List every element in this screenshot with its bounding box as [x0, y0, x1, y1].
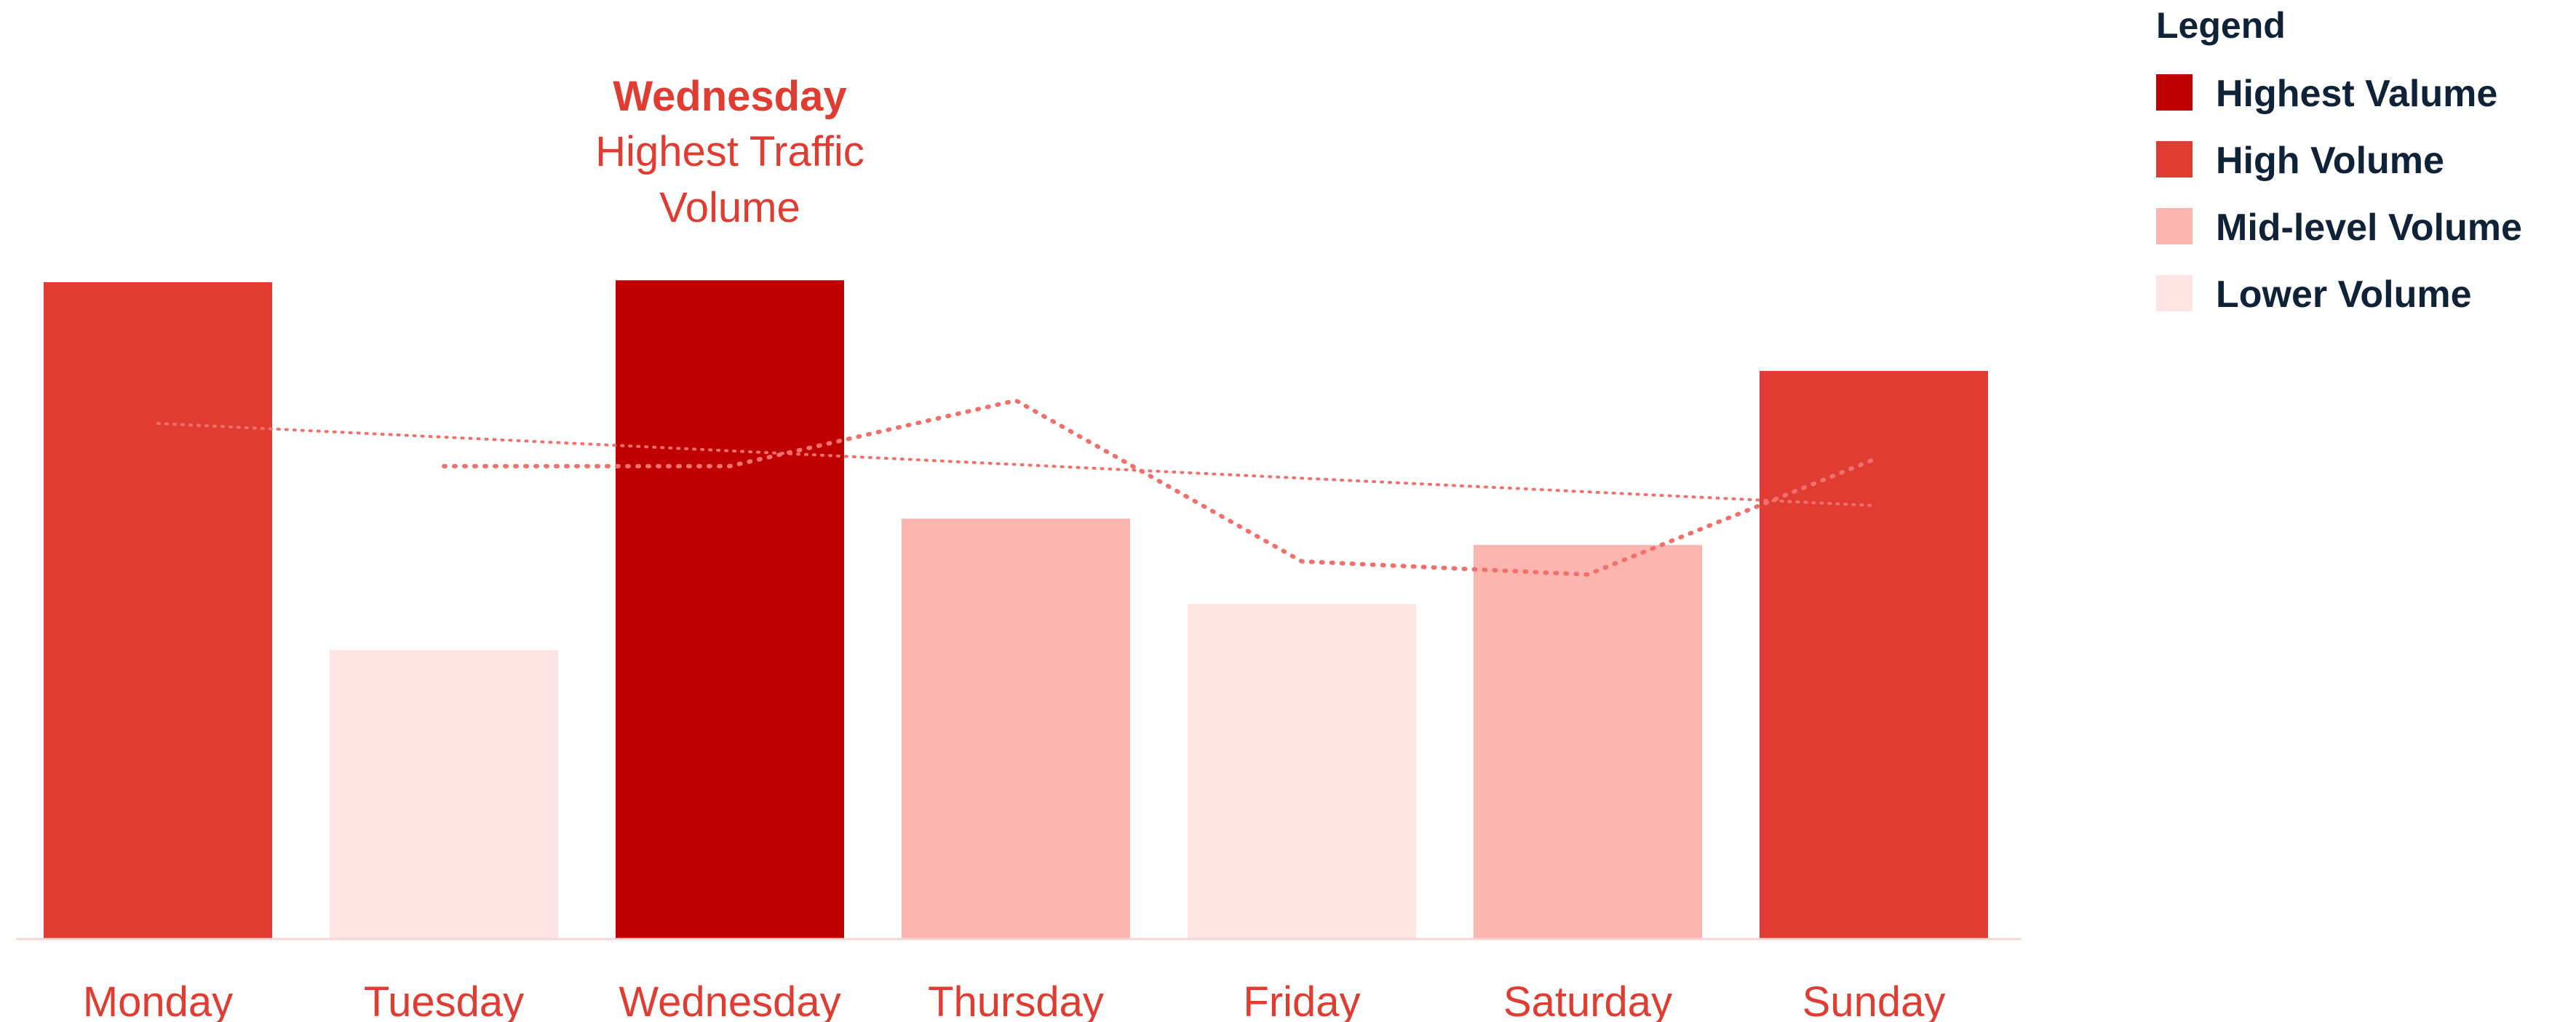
wednesday-annotation: Wednesday Highest Traffic Volume: [595, 73, 864, 231]
category-label-saturday: Saturday: [1503, 978, 1672, 1022]
legend-label-high: High Volume: [2216, 140, 2444, 182]
bar-monday: [44, 282, 272, 939]
bar-tuesday: [330, 650, 558, 939]
category-labels: Monday Tuesday Wednesday Thursday Friday Satu…: [83, 978, 1946, 1022]
bar-saturday: [1474, 545, 1702, 939]
legend-label-lower: Lower Volume: [2216, 274, 2472, 316]
bar-wednesday: [616, 280, 844, 939]
legend-label-mid: Mid-level Volume: [2216, 207, 2522, 249]
annotation-title: Wednesday: [613, 73, 846, 120]
bar-thursday: [902, 519, 1130, 939]
bar-sunday: [1760, 370, 1988, 939]
category-label-friday: Friday: [1243, 978, 1360, 1022]
legend-label-highest: Highest Valume: [2216, 73, 2497, 115]
bars-group: [44, 280, 1988, 939]
category-label-wednesday: Wednesday: [619, 978, 840, 1022]
legend-swatch-highest: [2156, 74, 2193, 111]
annotation-line-2: Volume: [659, 184, 800, 231]
category-label-thursday: Thursday: [928, 978, 1104, 1022]
legend-swatch-mid: [2156, 208, 2193, 244]
overlay-dotted-line: [442, 398, 1876, 577]
category-label-sunday: Sunday: [1802, 978, 1946, 1022]
category-label-tuesday: Tuesday: [364, 978, 524, 1022]
legend-swatch-high: [2156, 141, 2193, 177]
category-label-monday: Monday: [83, 978, 233, 1022]
legend: Legend Highest Valume High Volume Mid-leve…: [2156, 5, 2522, 316]
trend-line: [156, 422, 1875, 508]
bar-friday: [1188, 604, 1416, 939]
legend-swatch-lower: [2156, 275, 2193, 311]
annotation-line-1: Highest Traffic: [595, 128, 864, 175]
legend-title: Legend: [2156, 5, 2286, 46]
